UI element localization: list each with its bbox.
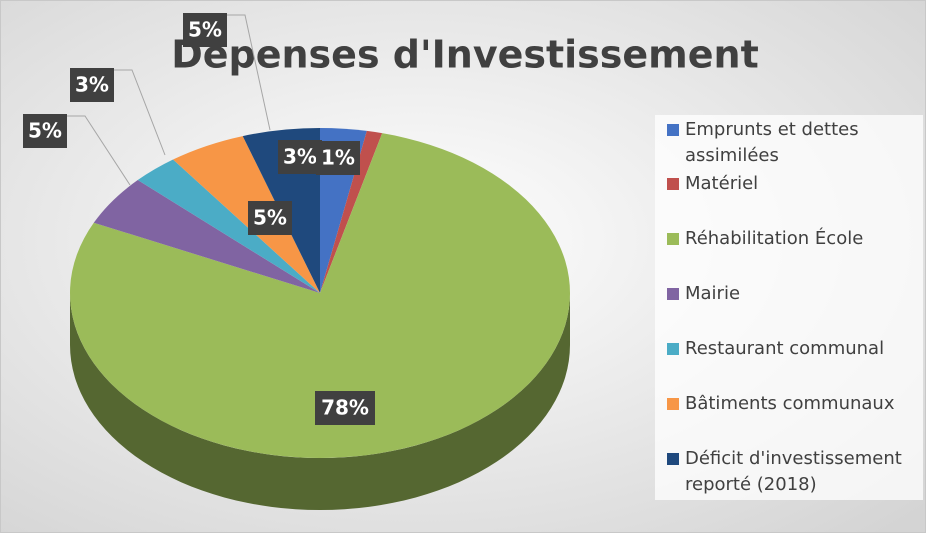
leader-line <box>114 69 166 156</box>
legend-swatch <box>667 398 679 410</box>
data-label: 5% <box>253 206 287 230</box>
chart-title: Dépenses d'Investissement <box>171 33 759 77</box>
legend-label: Restaurant communal <box>685 338 885 359</box>
data-label-box <box>183 13 227 47</box>
data-label-box <box>278 140 322 174</box>
legend-item: Déficit d'investissement reporté (2018) <box>667 446 919 498</box>
legend: Emprunts et dettes assimilées Matériel Réh… <box>655 115 923 500</box>
legend-item: Emprunts et dettes assimilées <box>667 117 919 169</box>
legend-label: Réhabilitation École <box>685 228 864 249</box>
data-label: 1% <box>321 146 355 170</box>
data-label: 3% <box>75 73 109 97</box>
legend-swatch <box>667 178 679 190</box>
pie-slice <box>320 130 383 293</box>
pie-slice <box>93 180 320 293</box>
leader-line <box>67 115 131 186</box>
legend-item: Bâtiments communaux <box>667 391 919 417</box>
data-label-box <box>316 141 360 175</box>
data-label-box <box>23 114 67 148</box>
legend-label: Déficit d'investissement reporté (2018) <box>685 448 902 495</box>
pie-slice <box>173 136 320 293</box>
leader-line <box>227 14 271 131</box>
data-label: 5% <box>188 18 222 42</box>
slice-side <box>70 293 570 510</box>
pie-slice <box>137 159 320 293</box>
legend-label: Emprunts et dettes assimilées <box>685 119 859 166</box>
legend-swatch <box>667 233 679 245</box>
legend-label: Bâtiments communaux <box>685 393 895 414</box>
legend-swatch <box>667 124 679 136</box>
data-label-box <box>315 391 375 425</box>
legend-label: Mairie <box>685 283 741 304</box>
pie-slice <box>69 133 571 459</box>
legend-item: Restaurant communal <box>667 336 919 362</box>
legend-item: Réhabilitation École <box>667 226 919 252</box>
legend-label: Matériel <box>685 173 759 194</box>
legend-item: Mairie <box>667 281 919 307</box>
legend-swatch <box>667 453 679 465</box>
data-label-box <box>70 68 114 102</box>
data-label: 5% <box>28 119 62 143</box>
data-label: 78% <box>321 396 369 420</box>
legend-swatch <box>667 343 679 355</box>
legend-item: Matériel <box>667 171 919 197</box>
data-label-box <box>248 201 292 235</box>
legend-swatch <box>667 288 679 300</box>
data-label: 3% <box>283 145 317 169</box>
